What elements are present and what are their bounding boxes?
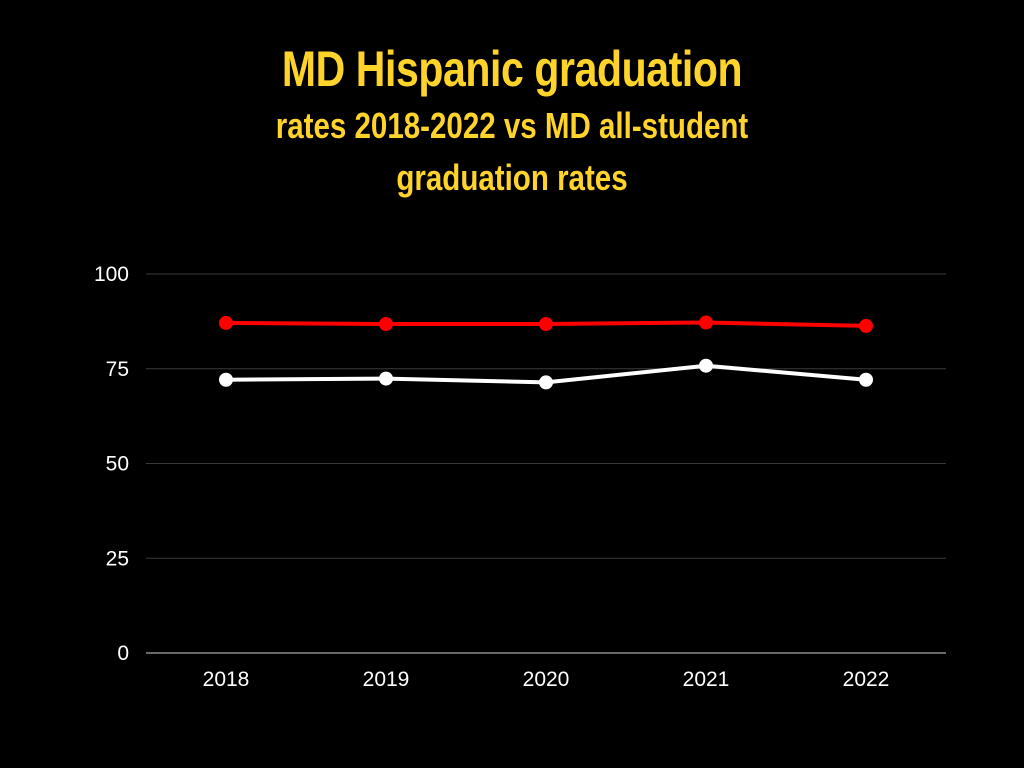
x-tick-label: 2022: [843, 668, 890, 691]
data-point[interactable]: [539, 375, 553, 390]
data-point[interactable]: [219, 315, 233, 330]
data-point[interactable]: [699, 315, 713, 330]
y-tick-label: 100: [94, 263, 129, 286]
x-tick-label: 2021: [683, 668, 730, 691]
chart-title-block: MD Hispanic graduation rates 2018-2022 v…: [0, 38, 1024, 204]
data-point[interactable]: [699, 358, 713, 373]
x-axis: 2018 2019 2020 2021 2022: [203, 668, 890, 691]
data-point[interactable]: [859, 318, 873, 333]
x-tick-label: 2020: [523, 668, 570, 691]
series-1: [219, 358, 873, 390]
y-tick-label: 0: [117, 642, 129, 665]
x-tick-label: 2019: [363, 668, 410, 691]
series-lines: [219, 315, 873, 390]
data-point[interactable]: [539, 317, 553, 332]
data-point[interactable]: [379, 371, 393, 386]
y-axis: 0 25 50 75 100: [94, 263, 129, 665]
data-point[interactable]: [859, 372, 873, 387]
x-tick-label: 2018: [203, 668, 250, 691]
y-tick-label: 25: [106, 547, 129, 570]
y-tick-label: 50: [106, 453, 129, 476]
gridlines: [146, 273, 946, 654]
chart-subtitle: rates 2018-2022 vs MD all-student gradua…: [275, 105, 749, 198]
chart-title: MD Hispanic graduation: [281, 41, 743, 97]
data-point[interactable]: [379, 317, 393, 332]
series-0: [219, 315, 873, 333]
data-point[interactable]: [219, 372, 233, 387]
y-tick-label: 75: [106, 358, 129, 381]
